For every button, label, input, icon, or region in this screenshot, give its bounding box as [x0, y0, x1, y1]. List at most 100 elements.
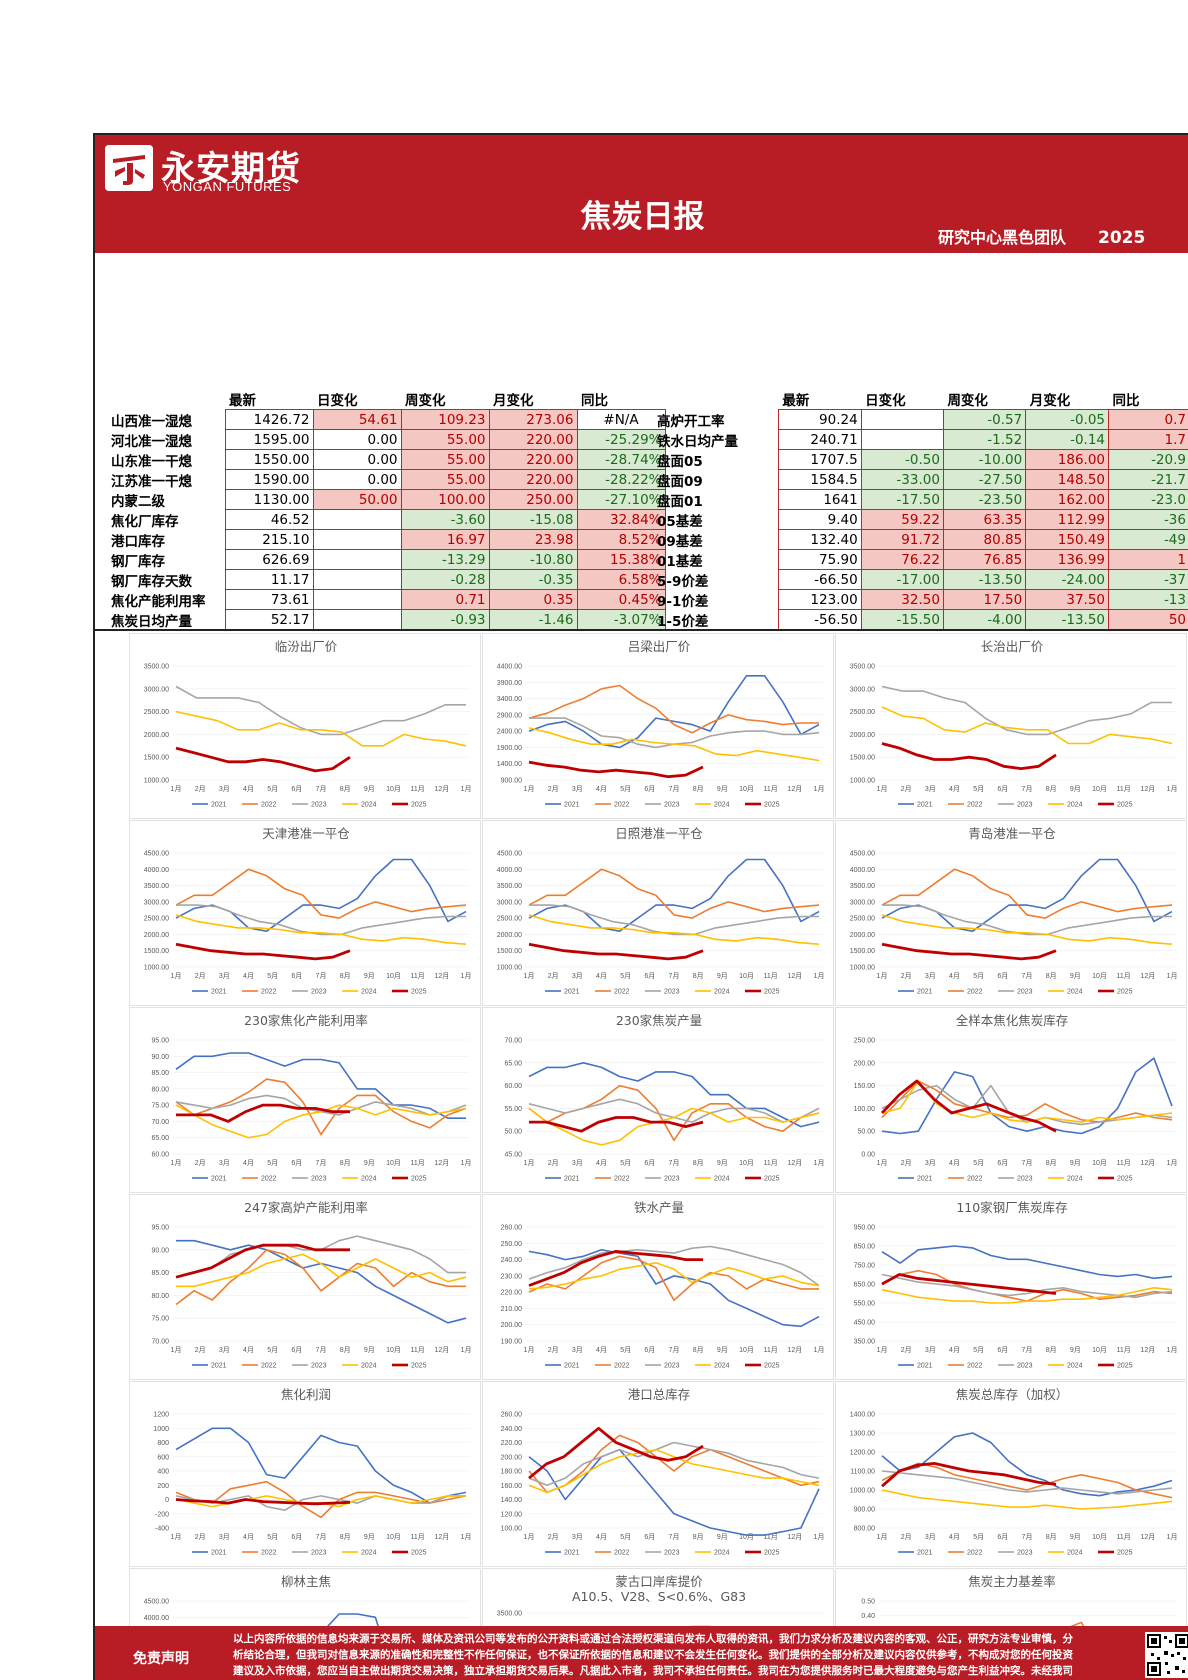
table-row: 高炉开工率 90.24 -0.57 -0.05 0.7: [657, 409, 1188, 430]
table-row: 盘面09 1584.5 -33.00 -27.50 148.50 -21.7: [657, 469, 1188, 490]
series-line-2025: [881, 942, 1057, 961]
legend-label: 2023: [664, 1176, 680, 1183]
x-tick-label: 7月: [669, 1159, 680, 1167]
x-tick-label: 10月: [1092, 1533, 1107, 1541]
chart-title: 230家焦化产能利用率: [244, 1013, 368, 1028]
x-tick-label: 4月: [949, 1159, 960, 1167]
legend-label: 2023: [311, 1363, 327, 1370]
x-tick-label: 8月: [693, 1346, 704, 1354]
line-chart: 吕梁出厂价 4400.00 3900.00 3400.00 2900.00 2400.00…: [482, 633, 834, 819]
table-cell: 37.50: [1025, 589, 1110, 610]
legend-label: 2021: [211, 1176, 227, 1183]
table-cell: -1.46: [488, 609, 578, 630]
y-tick-label: 2400.00: [497, 729, 522, 736]
legend-label: 2024: [1067, 1176, 1083, 1183]
chart-title: 247家高炉产能利用率: [244, 1200, 368, 1215]
series-line-2021: [528, 674, 820, 749]
legend-label: 2025: [411, 802, 427, 809]
x-tick-label: 11月: [1117, 785, 1131, 793]
x-tick-label: 5月: [267, 1346, 278, 1354]
y-tick-label: 200.00: [501, 1322, 523, 1329]
y-tick-label: 80.00: [151, 1086, 169, 1093]
x-tick-label: 11月: [764, 972, 778, 980]
table-cell: -0.93: [400, 609, 490, 630]
series-line-2021: [175, 858, 467, 932]
series-line-2023: [529, 904, 819, 936]
table-cell: [312, 549, 402, 570]
y-tick-label: 0.00: [861, 1152, 875, 1159]
table-cell: 50.00: [312, 489, 402, 510]
x-tick-label: 3月: [925, 1346, 936, 1354]
indicator-tables: 最新 日变化 周变化 月变化 同比 山西准一湿熄 1426.72 54.61 109.23 273…: [95, 255, 1188, 630]
table-cell: -13: [1108, 589, 1188, 610]
x-tick-label: 3月: [572, 1159, 583, 1167]
legend-label: 2021: [564, 1363, 580, 1370]
y-tick-label: 1500.00: [850, 948, 875, 955]
chart-title: 吕梁出厂价: [628, 639, 691, 654]
y-tick-label: 800.00: [854, 1526, 876, 1533]
x-tick-label: 2月: [901, 972, 912, 980]
y-tick-label: 4400.00: [497, 664, 522, 671]
table-cell: -23.0: [1108, 489, 1188, 510]
x-tick-label: 4月: [949, 1346, 960, 1354]
legend-label: 2021: [917, 1363, 933, 1370]
y-tick-label: 95.00: [151, 1038, 169, 1045]
table-cell: -25.29%: [576, 429, 666, 450]
legend-label: 2023: [311, 802, 327, 809]
legend-label: 2022: [967, 989, 983, 996]
series-line-2024: [175, 914, 467, 945]
y-tick-label: 3000.00: [497, 899, 522, 906]
y-tick-label: 4000.00: [850, 867, 875, 874]
x-tick-label: 12月: [1140, 1159, 1155, 1167]
table-cell: 1595.00: [224, 429, 314, 450]
table-cell: 0.00: [312, 429, 402, 450]
legend-label: 2023: [311, 1176, 327, 1183]
x-tick-label: 11月: [1117, 1346, 1131, 1354]
table-cell: -27.10%: [576, 489, 666, 510]
x-tick-label: 12月: [434, 1159, 449, 1167]
y-tick-label: 3500.00: [497, 883, 522, 890]
row-label: 5-9价差: [657, 573, 709, 590]
table-cell: [860, 429, 944, 450]
table-cell: 100.00: [400, 489, 490, 510]
y-tick-label: 4500.00: [850, 851, 875, 858]
chart-subtitle: A10.5、V28、S<0.6%、G83: [572, 1589, 746, 1604]
y-tick-label: 1000.00: [144, 965, 169, 972]
series-line-2022: [175, 1248, 466, 1306]
table-cell: 273.06: [488, 409, 578, 430]
legend-label: 2024: [714, 1363, 730, 1370]
y-tick-label: 220.00: [501, 1290, 523, 1297]
legend-label: 2022: [967, 1550, 983, 1557]
table-row: 港口库存 215.10 16.97 23.98 8.52%: [95, 529, 666, 550]
y-tick-label: 150.00: [854, 1083, 876, 1090]
y-tick-label: 240.00: [501, 1426, 523, 1433]
x-tick-label: 12月: [1140, 785, 1155, 793]
series-line-2025: [529, 1116, 704, 1133]
row-label: 盘面09: [657, 473, 703, 490]
table-cell: 240.71: [777, 429, 862, 450]
row-label: 港口库存: [111, 533, 165, 550]
x-tick-label: 5月: [620, 1533, 631, 1541]
disclaimer-text: 以上内容所依据的信息均来源于交易所、媒体及资讯公司等发布的公开资料或通过合法授权…: [233, 1633, 1073, 1677]
chart-svg: 焦炭总库存（加权） 1400.00 1300.00 1200.00 1100.00 100…: [850, 1387, 1178, 1557]
y-tick-label: 75.00: [151, 1316, 169, 1323]
y-tick-label: 85.00: [151, 1070, 169, 1077]
x-tick-label: 5月: [973, 972, 984, 980]
x-tick-label: 3月: [219, 1346, 230, 1354]
x-tick-label: 8月: [340, 1533, 351, 1541]
x-tick-label: 12月: [434, 785, 449, 793]
y-tick-label: 750.00: [854, 1263, 876, 1270]
legend-label: 2023: [1017, 1363, 1033, 1370]
series-line-2022: [528, 1084, 820, 1142]
x-tick-label: 2月: [548, 972, 559, 980]
x-tick-label: 10月: [386, 785, 401, 793]
legend-label: 2023: [664, 1550, 680, 1557]
table-cell: -0.57: [942, 409, 1027, 430]
table-cell: 6.58%: [576, 569, 666, 590]
x-tick-label: 11月: [1117, 1533, 1131, 1541]
legend-label: 2023: [311, 989, 327, 996]
table-row: 焦炭日均产量 52.17 -0.93 -1.46 -3.07%: [95, 609, 666, 630]
y-tick-label: 2500.00: [144, 709, 169, 716]
series-line-2024: [528, 1107, 820, 1146]
table-row: 焦化产能利用率 73.61 0.71 0.35 0.45%: [95, 589, 666, 610]
